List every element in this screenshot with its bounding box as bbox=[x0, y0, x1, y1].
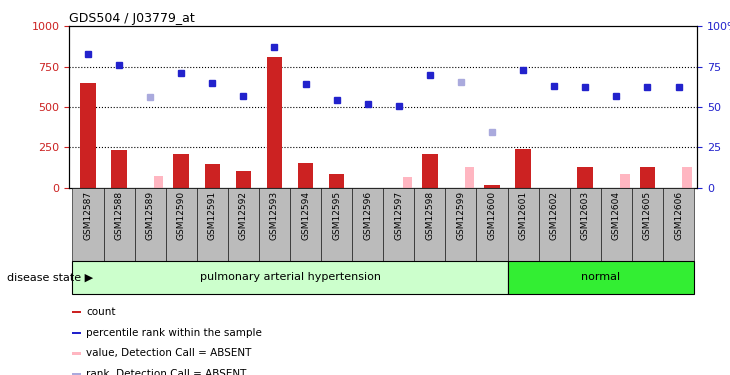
Bar bbox=[352, 188, 383, 261]
Bar bbox=[266, 57, 283, 188]
Bar bbox=[228, 188, 259, 261]
Text: GSM12599: GSM12599 bbox=[456, 191, 466, 240]
Bar bbox=[445, 188, 477, 261]
Bar bbox=[539, 188, 569, 261]
Bar bbox=[134, 188, 166, 261]
Text: GSM12600: GSM12600 bbox=[488, 191, 496, 240]
Text: value, Detection Call = ABSENT: value, Detection Call = ABSENT bbox=[86, 348, 251, 358]
Bar bbox=[72, 188, 104, 261]
Bar bbox=[484, 185, 500, 188]
Text: GSM12597: GSM12597 bbox=[394, 191, 403, 240]
Text: GSM12605: GSM12605 bbox=[643, 191, 652, 240]
Bar bbox=[72, 311, 81, 314]
Bar bbox=[204, 164, 220, 188]
Text: percentile rank within the sample: percentile rank within the sample bbox=[86, 328, 262, 338]
Bar bbox=[663, 188, 694, 261]
Bar bbox=[601, 188, 632, 261]
Text: GSM12588: GSM12588 bbox=[115, 191, 123, 240]
Text: count: count bbox=[86, 307, 115, 317]
Bar bbox=[290, 188, 321, 261]
Bar bbox=[72, 373, 81, 375]
Bar bbox=[415, 188, 445, 261]
Text: GSM12594: GSM12594 bbox=[301, 191, 310, 240]
Bar bbox=[72, 261, 507, 294]
Text: GSM12592: GSM12592 bbox=[239, 191, 248, 240]
Text: GDS504 / J03779_at: GDS504 / J03779_at bbox=[69, 12, 195, 25]
Text: rank, Detection Call = ABSENT: rank, Detection Call = ABSENT bbox=[86, 369, 247, 375]
Bar bbox=[632, 188, 663, 261]
Bar bbox=[197, 188, 228, 261]
Bar bbox=[80, 83, 96, 188]
Bar bbox=[321, 188, 352, 261]
Text: GSM12590: GSM12590 bbox=[177, 191, 185, 240]
Text: pulmonary arterial hypertension: pulmonary arterial hypertension bbox=[199, 273, 380, 282]
Bar bbox=[620, 174, 629, 188]
Text: GSM12593: GSM12593 bbox=[270, 191, 279, 240]
Bar bbox=[104, 188, 134, 261]
Bar bbox=[577, 166, 593, 188]
Bar bbox=[111, 150, 127, 188]
Bar bbox=[403, 177, 412, 188]
Text: GSM12604: GSM12604 bbox=[612, 191, 620, 240]
Bar bbox=[236, 171, 251, 188]
Bar bbox=[383, 188, 415, 261]
Bar bbox=[422, 154, 438, 188]
Bar bbox=[639, 166, 656, 188]
Bar bbox=[259, 188, 290, 261]
Text: disease state ▶: disease state ▶ bbox=[7, 273, 93, 282]
Bar bbox=[683, 167, 692, 188]
Text: GSM12595: GSM12595 bbox=[332, 191, 341, 240]
Text: GSM12606: GSM12606 bbox=[674, 191, 683, 240]
Bar bbox=[298, 164, 313, 188]
Bar bbox=[72, 352, 81, 355]
Bar bbox=[515, 149, 531, 188]
Text: GSM12601: GSM12601 bbox=[518, 191, 528, 240]
Bar bbox=[328, 174, 345, 188]
Bar bbox=[507, 261, 694, 294]
Bar bbox=[154, 176, 164, 188]
Bar bbox=[465, 167, 474, 188]
Text: GSM12589: GSM12589 bbox=[146, 191, 155, 240]
Text: GSM12587: GSM12587 bbox=[83, 191, 93, 240]
Bar bbox=[477, 188, 507, 261]
Bar bbox=[569, 188, 601, 261]
Text: GSM12591: GSM12591 bbox=[208, 191, 217, 240]
Text: GSM12596: GSM12596 bbox=[364, 191, 372, 240]
Text: normal: normal bbox=[581, 273, 620, 282]
Text: GSM12602: GSM12602 bbox=[550, 191, 558, 240]
Bar bbox=[166, 188, 197, 261]
Text: GSM12603: GSM12603 bbox=[581, 191, 590, 240]
Text: GSM12598: GSM12598 bbox=[426, 191, 434, 240]
Bar bbox=[174, 154, 189, 188]
Bar bbox=[507, 188, 539, 261]
Bar bbox=[72, 332, 81, 334]
